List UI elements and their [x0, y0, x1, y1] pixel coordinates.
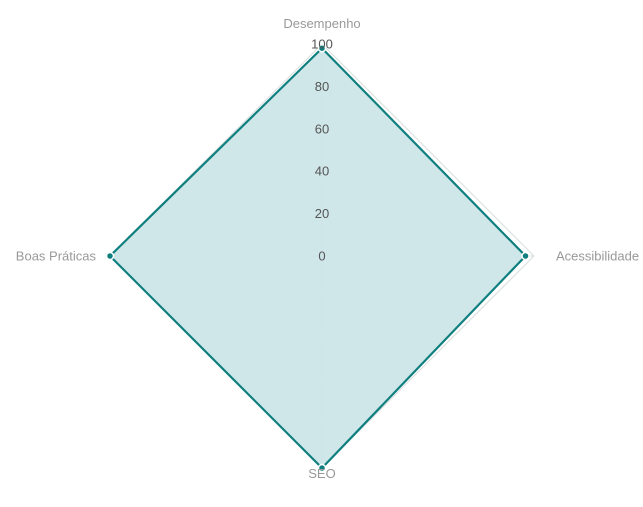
tick-label: 0: [318, 249, 325, 264]
data-point-seo: [317, 463, 327, 473]
data-point-acessibilidade: [521, 251, 530, 261]
axis-label-seo: SEO: [308, 466, 335, 481]
series-layer: [105, 43, 530, 473]
tick-label: 60: [315, 121, 329, 136]
axis-label-acessibilidade: Acessibilidade: [556, 249, 639, 264]
data-point-boas-pr-ticas: [105, 251, 115, 261]
axis-label-desempenho: Desempenho: [283, 16, 360, 31]
axis-label-boas-pr-ticas: Boas Práticas: [16, 249, 97, 264]
tick-label: 100: [311, 37, 333, 52]
data-point-desempenho: [317, 43, 327, 53]
tick-label: 40: [315, 164, 329, 179]
tick-label: 20: [315, 206, 329, 221]
tick-layer: 0 20 40 60 80 100: [311, 37, 333, 264]
tick-label: 80: [315, 79, 329, 94]
label-layer: Desempenho Acessibilidade SEO Boas Práticas: [16, 16, 639, 481]
